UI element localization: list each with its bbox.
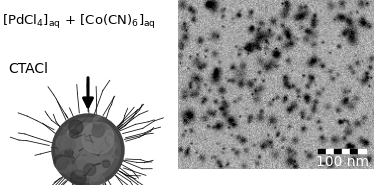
Circle shape <box>90 172 99 181</box>
Text: 100 nm: 100 nm <box>316 155 369 169</box>
Circle shape <box>94 121 106 134</box>
Circle shape <box>68 157 75 164</box>
Circle shape <box>69 120 83 134</box>
Circle shape <box>56 118 120 182</box>
Circle shape <box>94 116 102 124</box>
Text: $[\mathrm{PdCl_4}]_\mathrm{aq}$ + $[\mathrm{Co(CN)_6}]_\mathrm{aq}$: $[\mathrm{PdCl_4}]_\mathrm{aq}$ + $[\mat… <box>2 13 156 31</box>
Circle shape <box>102 160 110 168</box>
Circle shape <box>82 122 114 154</box>
Circle shape <box>93 120 102 129</box>
Circle shape <box>99 142 113 156</box>
Circle shape <box>111 142 117 149</box>
Circle shape <box>56 136 69 149</box>
Circle shape <box>61 123 115 177</box>
Circle shape <box>92 125 104 137</box>
Circle shape <box>73 160 88 175</box>
Circle shape <box>70 129 79 138</box>
Circle shape <box>84 164 96 176</box>
Circle shape <box>54 155 68 169</box>
Circle shape <box>65 149 73 157</box>
Circle shape <box>61 149 72 160</box>
Circle shape <box>106 130 113 138</box>
Circle shape <box>64 139 76 151</box>
Circle shape <box>52 114 124 185</box>
Circle shape <box>58 137 72 150</box>
Circle shape <box>90 174 105 185</box>
Text: CTACl: CTACl <box>8 62 48 76</box>
Circle shape <box>99 117 107 125</box>
Circle shape <box>62 160 77 176</box>
Circle shape <box>70 170 86 185</box>
Circle shape <box>56 157 72 173</box>
